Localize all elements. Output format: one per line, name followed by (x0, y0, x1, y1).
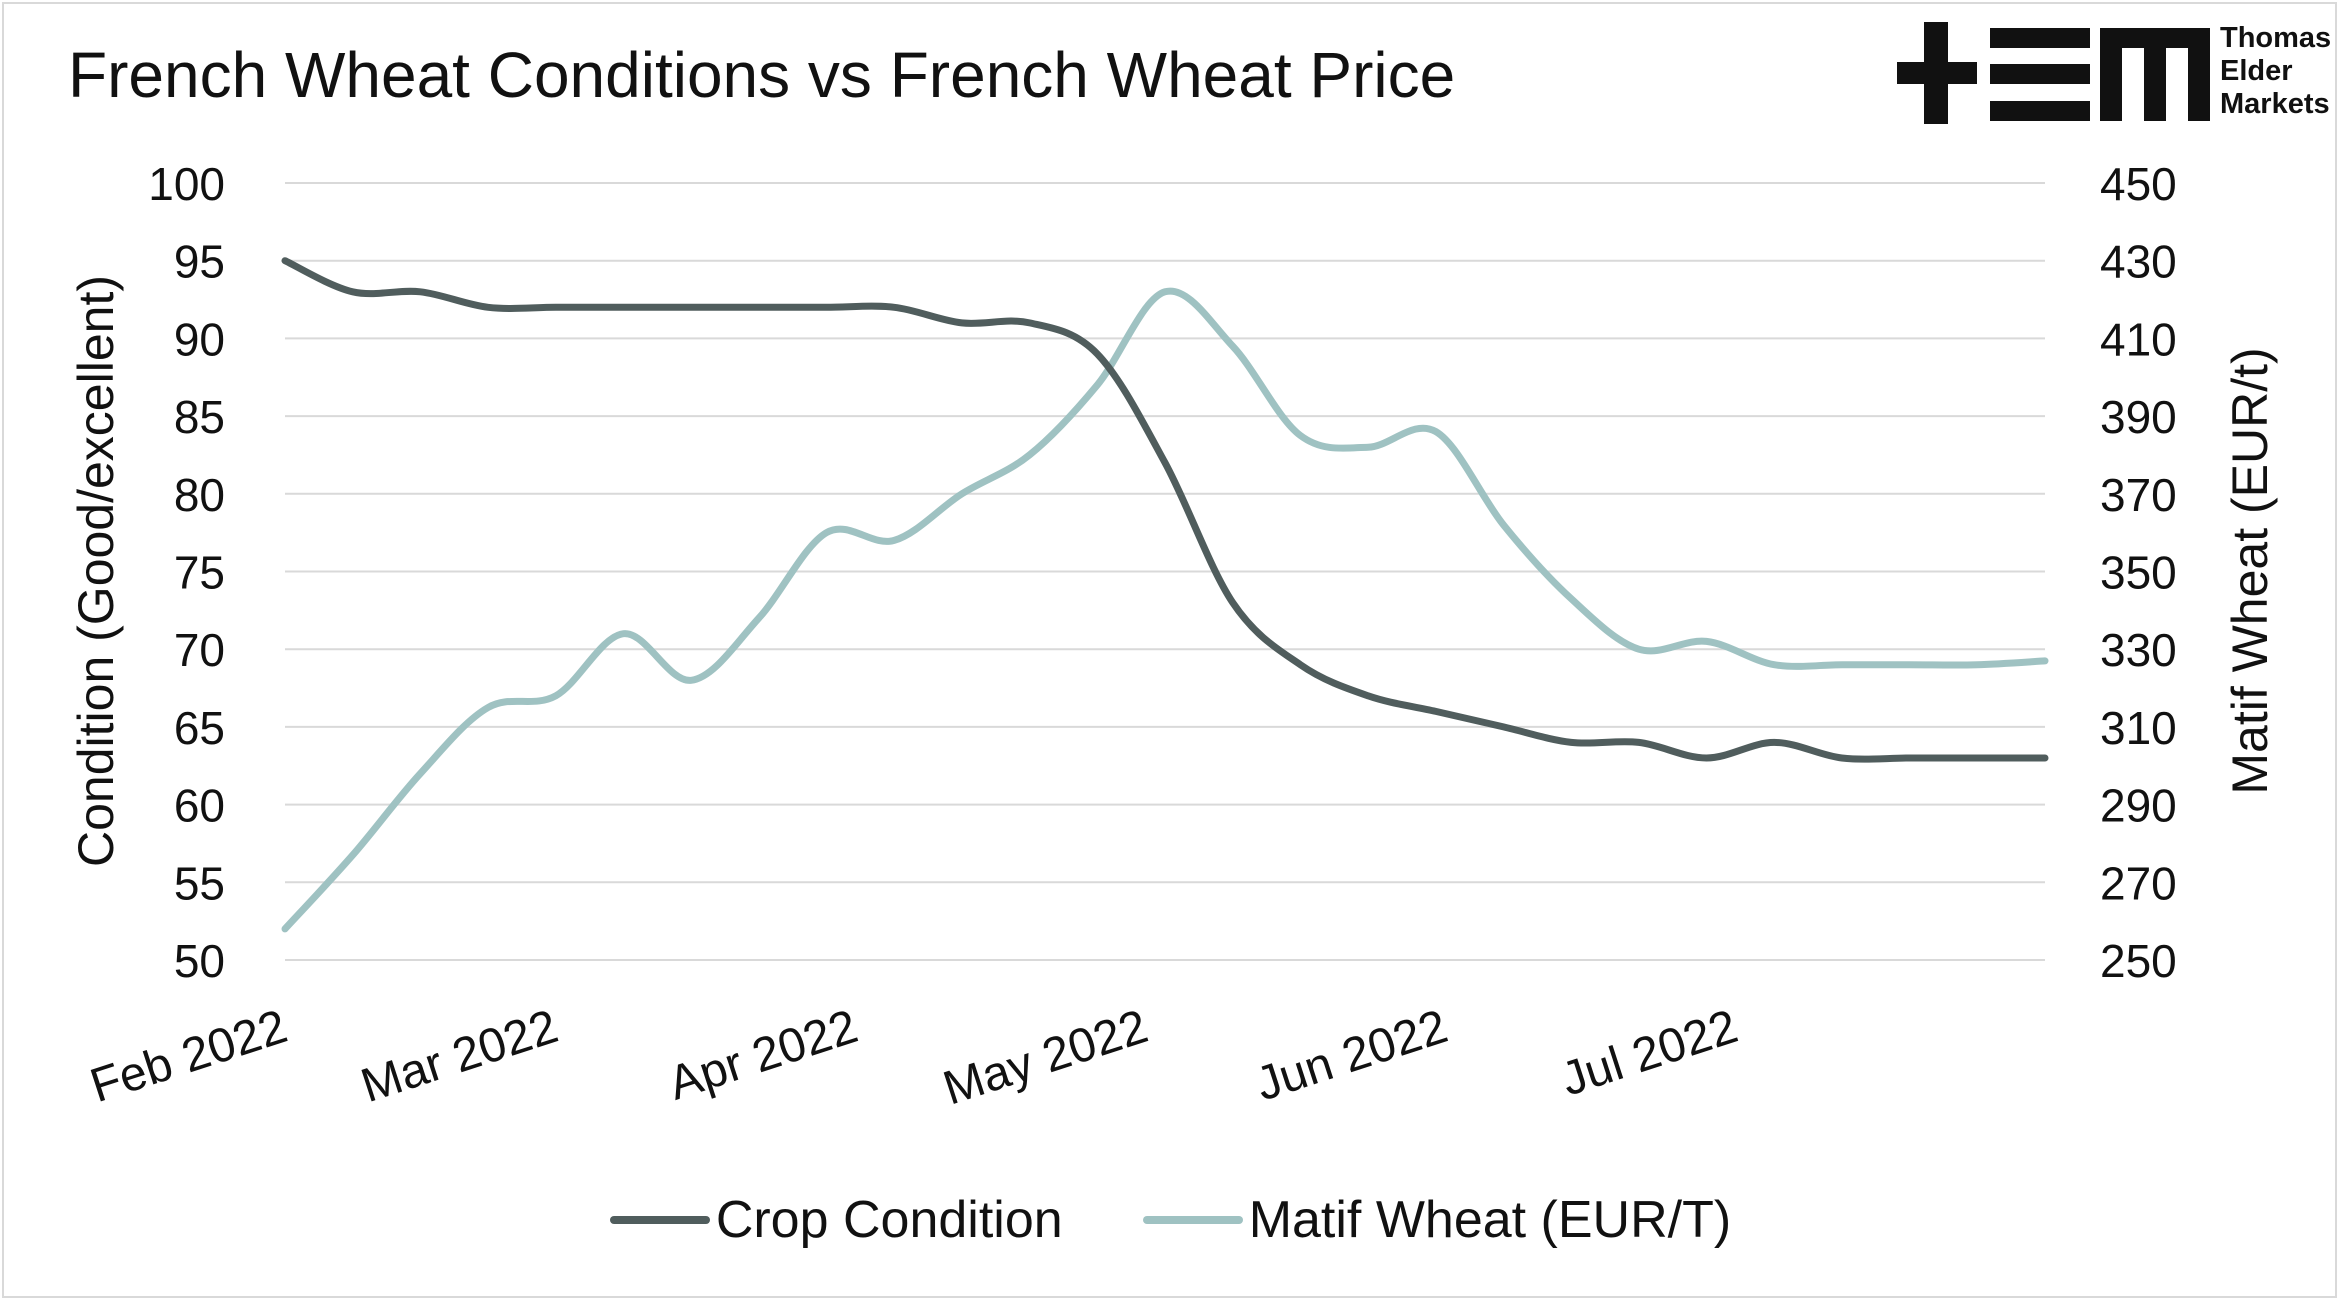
y-left-tick-label: 55 (174, 857, 225, 909)
x-tick-label: Feb 2022 (84, 1000, 293, 1113)
y-left-tick-label: 95 (174, 236, 225, 288)
x-tick-label: Apr 2022 (662, 1000, 864, 1111)
legend-label-crop-condition: Crop Condition (715, 1191, 1063, 1249)
y-right-tick-label: 450 (2100, 158, 2177, 210)
series-line-crop-condition (281, 257, 2049, 763)
chart-plot: 100 95 90 85 80 75 70 65 60 55 50 450 430 410 390 370 35… (68, 158, 2278, 1116)
y-left-tick-label: 90 (174, 313, 225, 365)
x-tick-label: Jul 2022 (1555, 1000, 1744, 1106)
logo-line-elder: Elder (2220, 55, 2293, 87)
y-left-axis-title: Condition (Good/excellent) (68, 275, 124, 867)
series-line-matif-wheat (281, 287, 2049, 933)
y-right-tick-label: 410 (2100, 313, 2177, 365)
y-left-tick-label: 60 (174, 780, 225, 832)
y-right-tick-label: 310 (2100, 702, 2177, 754)
y-right-tick-label: 290 (2100, 780, 2177, 832)
legend-swatch-crop-condition (609, 1216, 710, 1224)
legend: Crop Condition Matif Wheat (EUR/T) (0, 1190, 2341, 1250)
legend-item-crop-condition: Crop Condition (609, 1190, 1063, 1250)
x-tick-label: May 2022 (937, 1000, 1154, 1116)
x-tick-label: Mar 2022 (355, 1000, 564, 1113)
logo-line-markets: Markets (2220, 88, 2330, 120)
x-tick-label: Jun 2022 (1250, 1000, 1454, 1111)
y-left-tick-label: 75 (174, 547, 225, 599)
y-right-tick-label: 330 (2100, 624, 2177, 676)
tem-logo (1897, 22, 2210, 124)
y-left-tick-label: 80 (174, 469, 225, 521)
y-right-tick-label: 390 (2100, 391, 2177, 443)
chart-title: French Wheat Conditions vs French Wheat … (68, 39, 1456, 111)
y-right-axis-title: Matif Wheat (EUR/t) (2222, 347, 2278, 794)
y-left-tick-label: 65 (174, 702, 225, 754)
legend-label-matif-wheat: Matif Wheat (EUR/T) (1248, 1191, 1732, 1249)
y-right-tick-label: 370 (2100, 469, 2177, 521)
legend-swatch-matif-wheat (1142, 1216, 1243, 1224)
y-left-tick-label: 70 (174, 624, 225, 676)
y-right-tick-label: 430 (2100, 236, 2177, 288)
legend-item-matif-wheat: Matif Wheat (EUR/T) (1142, 1190, 1732, 1250)
y-right-tick-label: 350 (2100, 547, 2177, 599)
y-right-tick-label: 270 (2100, 857, 2177, 909)
y-right-tick-label: 250 (2100, 935, 2177, 987)
y-left-tick-label: 100 (148, 158, 225, 210)
logo-line-thomas: Thomas (2220, 22, 2332, 54)
y-left-tick-label: 85 (174, 391, 225, 443)
logo-text: Thomas Elder Markets (2220, 22, 2331, 121)
y-left-tick-label: 50 (174, 935, 225, 987)
